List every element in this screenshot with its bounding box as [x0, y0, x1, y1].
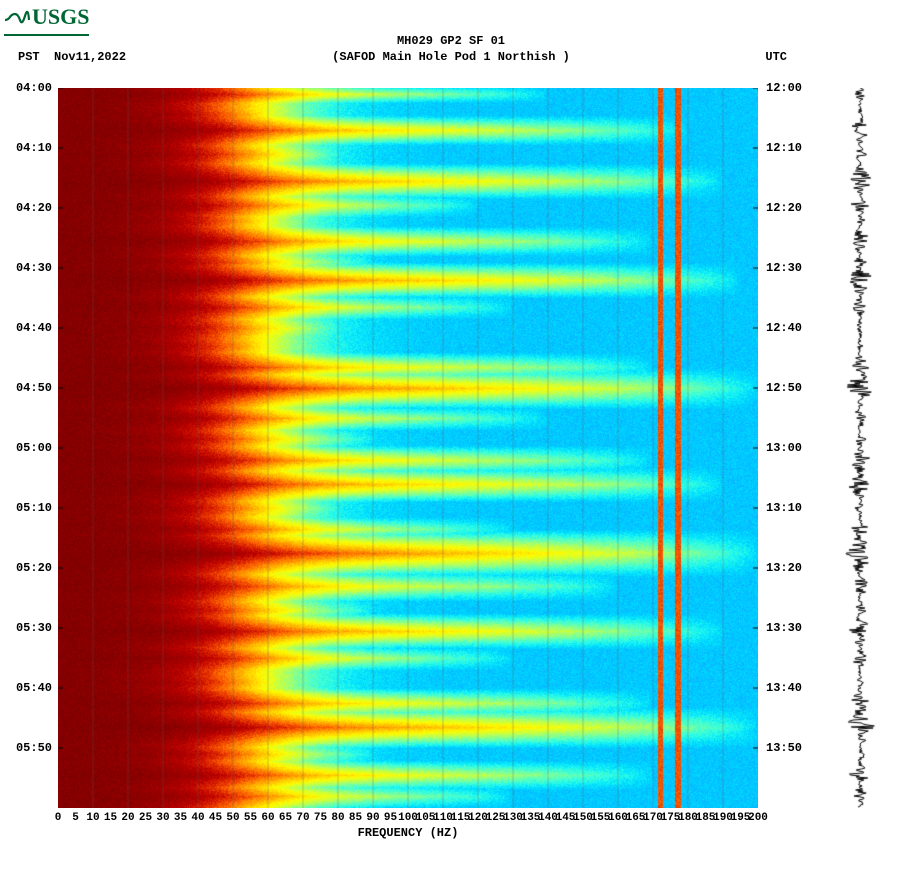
y-left-tick: 04:00 [16, 81, 52, 95]
spectrogram-plot [58, 88, 758, 808]
usgs-wave-icon [4, 6, 30, 32]
y-right-tick: 12:20 [766, 201, 802, 215]
y-left-tick: 04:10 [16, 141, 52, 155]
y-right-tick: 12:30 [766, 261, 802, 275]
x-tick: 45 [209, 812, 222, 824]
x-axis-label: FREQUENCY (HZ) [58, 826, 758, 840]
x-tick: 35 [174, 812, 187, 824]
y-right-tick: 12:50 [766, 381, 802, 395]
x-tick: 90 [366, 812, 379, 824]
chart-title: MH029 GP2 SF 01 [0, 34, 902, 50]
y-right-tick: 13:00 [766, 441, 802, 455]
side-waveform-canvas [838, 88, 882, 808]
y-right-tick: 13:40 [766, 681, 802, 695]
y-left-tick: 05:10 [16, 501, 52, 515]
y-right-tick: 12:10 [766, 141, 802, 155]
x-tick: 20 [121, 812, 134, 824]
y-left-tick: 05:20 [16, 561, 52, 575]
usgs-logo: USGS [4, 4, 89, 36]
y-left-tick: 05:50 [16, 741, 52, 755]
x-tick: 15 [104, 812, 117, 824]
x-tick: 0 [55, 812, 62, 824]
y-left-tick: 05:00 [16, 441, 52, 455]
x-tick: 70 [296, 812, 309, 824]
x-tick: 80 [331, 812, 344, 824]
y-left-tick: 05:40 [16, 681, 52, 695]
x-tick: 40 [191, 812, 204, 824]
y-left-tick: 04:40 [16, 321, 52, 335]
x-tick: 65 [279, 812, 292, 824]
x-tick: 25 [139, 812, 152, 824]
y-left-tick: 04:30 [16, 261, 52, 275]
spectrogram-canvas [58, 88, 758, 808]
logo-text: USGS [32, 4, 89, 29]
y-axis-left: 04:0004:1004:2004:3004:4004:5005:0005:10… [0, 88, 54, 808]
y-right-tick: 13:50 [766, 741, 802, 755]
x-tick: 85 [349, 812, 362, 824]
y-axis-right: 12:0012:1012:2012:3012:4012:5013:0013:10… [760, 88, 820, 808]
x-tick: 50 [226, 812, 239, 824]
y-right-tick: 13:30 [766, 621, 802, 635]
x-tick: 95 [384, 812, 397, 824]
tz-right-label: UTC [765, 50, 787, 64]
x-tick: 30 [156, 812, 169, 824]
y-right-tick: 13:20 [766, 561, 802, 575]
y-right-tick: 13:10 [766, 501, 802, 515]
x-tick: 5 [72, 812, 79, 824]
y-left-tick: 04:20 [16, 201, 52, 215]
side-waveform [838, 88, 882, 808]
x-tick: 60 [261, 812, 274, 824]
x-tick: 75 [314, 812, 327, 824]
x-tick: 10 [86, 812, 99, 824]
tz-left-label: PST Nov11,2022 [18, 50, 126, 64]
x-tick: 55 [244, 812, 257, 824]
x-tick: 200 [748, 812, 768, 824]
y-right-tick: 12:00 [766, 81, 802, 95]
y-left-tick: 05:30 [16, 621, 52, 635]
y-right-tick: 12:40 [766, 321, 802, 335]
y-left-tick: 04:50 [16, 381, 52, 395]
